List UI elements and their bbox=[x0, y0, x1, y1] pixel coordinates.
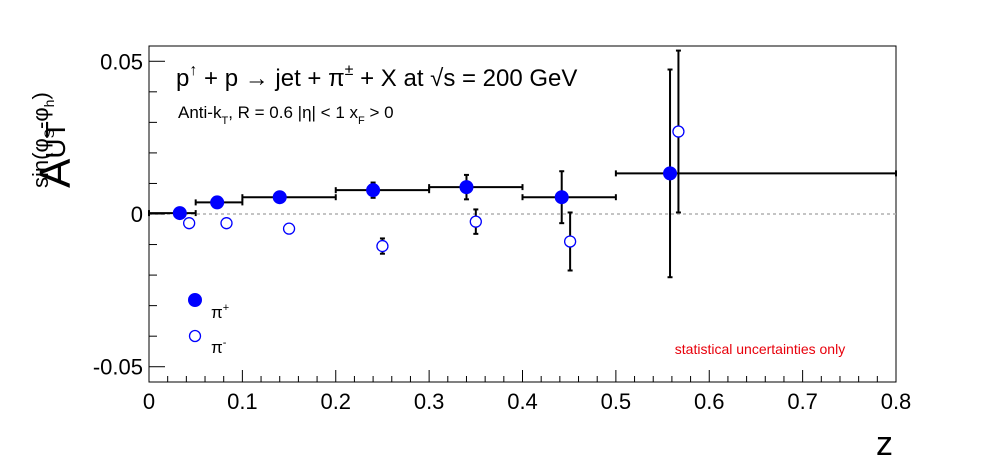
x-tick-label: 0.3 bbox=[414, 389, 445, 414]
legend: π+ π- bbox=[188, 293, 229, 357]
data-point-pi-minus bbox=[183, 217, 196, 230]
data-point-pi-plus bbox=[172, 206, 187, 221]
legend-marker-pi-plus bbox=[188, 293, 202, 307]
data-point-pi-plus bbox=[366, 183, 381, 198]
data-point-pi-minus bbox=[563, 235, 577, 248]
y-axis-title: AUT sin(φS-φh) bbox=[28, 92, 80, 188]
data-point-pi-plus bbox=[663, 166, 678, 181]
x-tick-label: 0.5 bbox=[601, 389, 632, 414]
x-axis-title: z bbox=[876, 425, 893, 463]
data-point-pi-minus bbox=[672, 125, 685, 138]
data-marks bbox=[148, 49, 897, 279]
x-tick-label: 0.1 bbox=[227, 389, 258, 414]
data-point-pi-minus bbox=[282, 222, 296, 235]
svg-text:AUT: AUT bbox=[31, 121, 80, 188]
data-point-pi-plus bbox=[554, 190, 569, 205]
y-tick-label: 0 bbox=[131, 202, 143, 227]
x-tick-label: 0.4 bbox=[507, 389, 538, 414]
data-point-pi-plus bbox=[272, 190, 287, 205]
x-tick-label: 0.2 bbox=[320, 389, 351, 414]
svg-text:sin(φS-φh): sin(φS-φh) bbox=[28, 92, 57, 188]
data-point-pi-plus bbox=[210, 195, 225, 210]
legend-marker-pi-minus bbox=[188, 329, 202, 343]
x-tick-label: 0.6 bbox=[694, 389, 725, 414]
y-tick-label: 0.05 bbox=[100, 49, 143, 74]
legend-label-pi-plus: π+ bbox=[211, 302, 229, 322]
legend-label-pi-minus: π- bbox=[211, 337, 227, 357]
data-point-pi-minus bbox=[376, 239, 389, 253]
reaction-annotation: p↑ + p → jet + π± + X at √s = 200 GeV bbox=[176, 62, 577, 92]
uncertainty-note: statistical uncertainties only bbox=[675, 341, 845, 357]
data-point-pi-minus bbox=[220, 217, 233, 230]
y-tick-label: -0.05 bbox=[93, 355, 143, 380]
cuts-annotation: Anti-kT, R = 0.6 |η| < 1 xF > 0 bbox=[178, 103, 394, 127]
x-tick-label: 0.7 bbox=[787, 389, 818, 414]
x-tick-label: 0 bbox=[143, 389, 155, 414]
x-tick-label: 0.8 bbox=[881, 389, 912, 414]
x-axis: 0 0.1 0.2 0.3 0.4 0.5 0.6 0.7 0.8 bbox=[143, 370, 911, 414]
data-point-pi-plus bbox=[459, 180, 474, 195]
data-point-pi-minus bbox=[469, 215, 482, 228]
y-axis: -0.05 0 0.05 bbox=[93, 49, 165, 380]
